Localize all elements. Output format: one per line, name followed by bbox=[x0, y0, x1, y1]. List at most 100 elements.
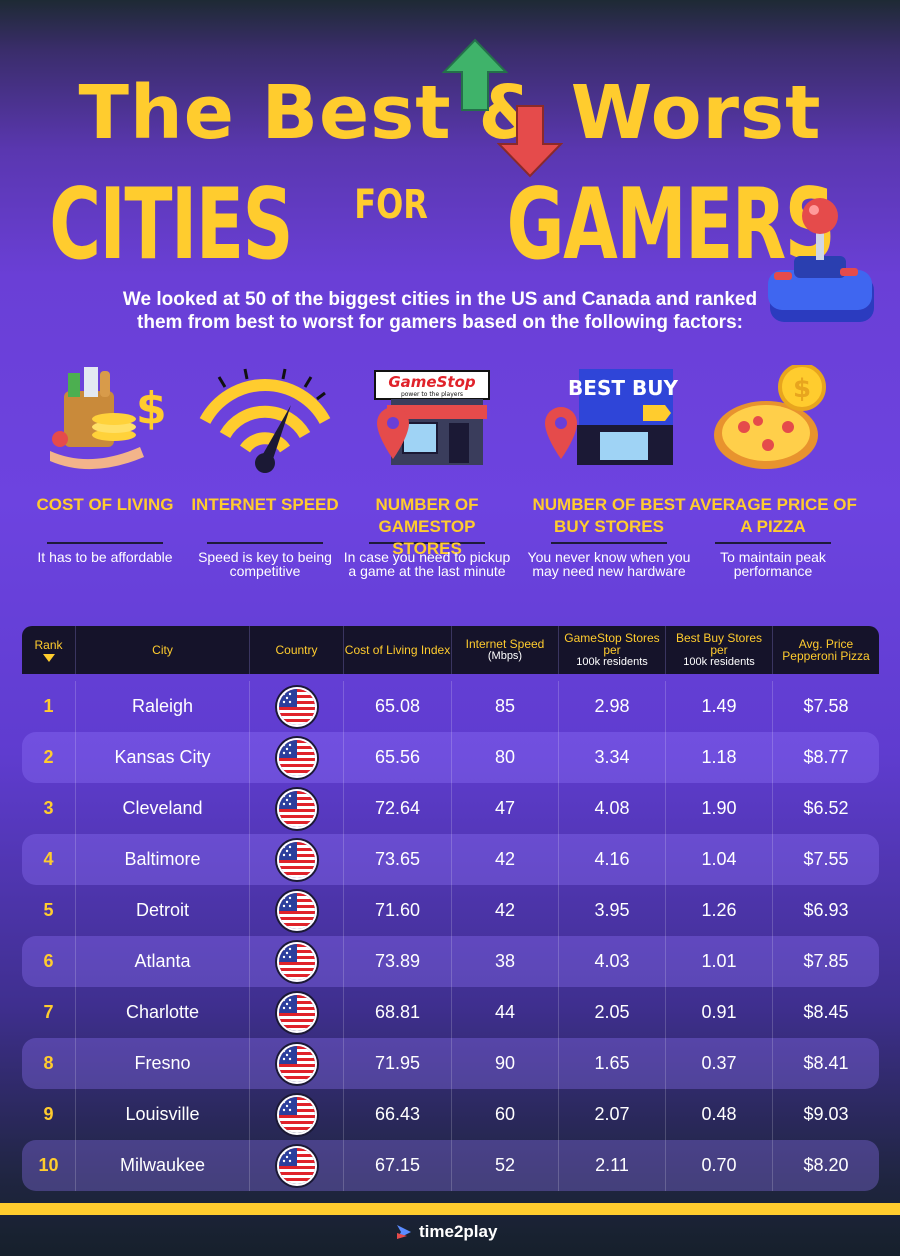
brand-logo[interactable]: time2play bbox=[395, 1222, 497, 1242]
city-cell: Atlanta bbox=[75, 936, 249, 987]
factor-internet-speed: INTERNET SPEED Speed is key to being com… bbox=[180, 360, 350, 578]
city-cell: Cleveland bbox=[75, 783, 249, 834]
factor-title: AVERAGE PRICE OF A PIZZA bbox=[689, 495, 857, 536]
pizza-coin-icon: $ bbox=[688, 360, 858, 480]
internet-speed-cell: 85 bbox=[451, 681, 558, 732]
pizza-price-cell: $6.93 bbox=[772, 885, 879, 936]
city-cell: Louisville bbox=[75, 1089, 249, 1140]
gamestop-cell: 3.34 bbox=[558, 732, 665, 783]
gamestop-cell: 4.16 bbox=[558, 834, 665, 885]
internet-speed-cell: 90 bbox=[451, 1038, 558, 1089]
us-flag-icon bbox=[276, 686, 317, 727]
cost-of-living-cell: 71.60 bbox=[343, 885, 451, 936]
header-country[interactable]: Country bbox=[249, 626, 343, 674]
pizza-price-cell: $8.41 bbox=[772, 1038, 879, 1089]
up-arrow-icon bbox=[442, 38, 508, 111]
cost-of-living-cell: 73.65 bbox=[343, 834, 451, 885]
rank-cell: 9 bbox=[43, 1104, 54, 1124]
country-cell bbox=[249, 1140, 343, 1191]
cost-of-living-cell: 72.64 bbox=[343, 783, 451, 834]
divider bbox=[369, 542, 485, 544]
best-buy-cell: 1.90 bbox=[665, 783, 772, 834]
factor-title: NUMBER OF GAMESTOP STORES bbox=[375, 495, 479, 558]
us-flag-icon bbox=[276, 788, 317, 829]
internet-speed-cell: 47 bbox=[451, 783, 558, 834]
header-cost-of-living[interactable]: Cost of Living Index bbox=[343, 626, 451, 674]
header-rank[interactable]: Rank bbox=[22, 626, 75, 674]
factor-cost-of-living: $ COST OF LIVING It has to be affordable bbox=[20, 360, 190, 564]
best-buy-cell: 1.04 bbox=[665, 834, 772, 885]
table-row: 2 Kansas City 65.56 80 3.34 1.18 $8.77 bbox=[22, 732, 879, 783]
table-row: 9 Louisville 66.43 60 2.07 0.48 $9.03 bbox=[22, 1089, 879, 1140]
down-arrow-icon bbox=[497, 105, 563, 178]
svg-text:BEST BUY: BEST BUY bbox=[568, 376, 678, 400]
internet-speed-cell: 80 bbox=[451, 732, 558, 783]
rankings-table: Rank City Country Cost of Living Index I… bbox=[22, 626, 879, 1191]
us-flag-icon bbox=[276, 890, 317, 931]
country-cell bbox=[249, 783, 343, 834]
cost-of-living-cell: 71.95 bbox=[343, 1038, 451, 1089]
factor-desc: In case you need to pickup a game at the… bbox=[343, 549, 511, 579]
money-bag-icon: $ bbox=[20, 360, 190, 480]
divider bbox=[47, 542, 163, 544]
intro-text: We looked at 50 of the biggest cities in… bbox=[122, 289, 758, 333]
factor-desc: It has to be affordable bbox=[37, 549, 173, 565]
best-buy-cell: 0.48 bbox=[665, 1089, 772, 1140]
cost-of-living-cell: 65.08 bbox=[343, 681, 451, 732]
gamestop-cell: 4.03 bbox=[558, 936, 665, 987]
factor-desc: To maintain peak performance bbox=[720, 549, 826, 579]
country-cell bbox=[249, 1038, 343, 1089]
table-row: 7 Charlotte 68.81 44 2.05 0.91 $8.45 bbox=[22, 987, 879, 1038]
rank-cell: 6 bbox=[43, 951, 54, 971]
factor-title: COST OF LIVING bbox=[36, 495, 174, 514]
table-body: 1 Raleigh 65.08 85 2.98 1.49 $7.58 2 Kansas City… bbox=[22, 674, 879, 1191]
factor-pizza: $ AVERAGE PRICE OF A PIZZA To maintain p… bbox=[688, 360, 858, 578]
title-line-1: The Best & Worst bbox=[78, 70, 822, 156]
table-row: 10 Milwaukee 67.15 52 2.11 0.70 $8.20 bbox=[22, 1140, 879, 1191]
header-pizza-price[interactable]: Avg. Price Pepperoni Pizza bbox=[772, 626, 879, 674]
us-flag-icon bbox=[276, 1145, 317, 1186]
pizza-price-cell: $7.55 bbox=[772, 834, 879, 885]
country-cell bbox=[249, 885, 343, 936]
country-cell bbox=[249, 936, 343, 987]
gamestop-cell: 2.05 bbox=[558, 987, 665, 1038]
internet-speed-cell: 42 bbox=[451, 885, 558, 936]
rank-cell: 3 bbox=[43, 798, 54, 818]
rank-cell: 7 bbox=[43, 1002, 54, 1022]
pizza-price-cell: $7.58 bbox=[772, 681, 879, 732]
rank-cell: 1 bbox=[43, 696, 54, 716]
table-row: 4 Baltimore 73.65 42 4.16 1.04 $7.55 bbox=[22, 834, 879, 885]
pizza-price-cell: $8.77 bbox=[772, 732, 879, 783]
country-cell bbox=[249, 987, 343, 1038]
wifi-speedometer-icon bbox=[180, 360, 350, 480]
city-cell: Kansas City bbox=[75, 732, 249, 783]
city-cell: Raleigh bbox=[75, 681, 249, 732]
factor-best-buy: BEST BUY NUMBER OF BEST BUY STORES You n… bbox=[524, 360, 694, 578]
header-city[interactable]: City bbox=[75, 626, 249, 674]
divider bbox=[551, 542, 667, 544]
cost-of-living-cell: 66.43 bbox=[343, 1089, 451, 1140]
factor-desc: Speed is key to being competitive bbox=[198, 549, 332, 579]
factor-desc: You never know when you may need new har… bbox=[527, 549, 691, 579]
us-flag-icon bbox=[276, 839, 317, 880]
title-for: FOR bbox=[354, 182, 429, 228]
header-best-buy[interactable]: Best Buy Stores per 100k residents bbox=[665, 626, 772, 674]
rank-cell: 8 bbox=[43, 1053, 54, 1073]
rank-cell: 5 bbox=[43, 900, 54, 920]
best-buy-cell: 0.70 bbox=[665, 1140, 772, 1191]
header-internet-speed[interactable]: Internet Speed (Mbps) bbox=[451, 626, 558, 674]
table-row: 5 Detroit 71.60 42 3.95 1.26 $6.93 bbox=[22, 885, 879, 936]
gamestop-cell: 2.11 bbox=[558, 1140, 665, 1191]
pizza-price-cell: $8.20 bbox=[772, 1140, 879, 1191]
header-gamestop[interactable]: GameStop Stores per 100k residents bbox=[558, 626, 665, 674]
factor-title: INTERNET SPEED bbox=[191, 495, 339, 514]
title-cities: CITIES bbox=[49, 168, 294, 282]
svg-text:GameStop: GameStop bbox=[388, 373, 476, 391]
pizza-price-cell: $8.45 bbox=[772, 987, 879, 1038]
table-row: 8 Fresno 71.95 90 1.65 0.37 $8.41 bbox=[22, 1038, 879, 1089]
brand-name: time2play bbox=[419, 1222, 498, 1241]
city-cell: Detroit bbox=[75, 885, 249, 936]
country-cell bbox=[249, 732, 343, 783]
city-cell: Baltimore bbox=[75, 834, 249, 885]
internet-speed-cell: 42 bbox=[451, 834, 558, 885]
